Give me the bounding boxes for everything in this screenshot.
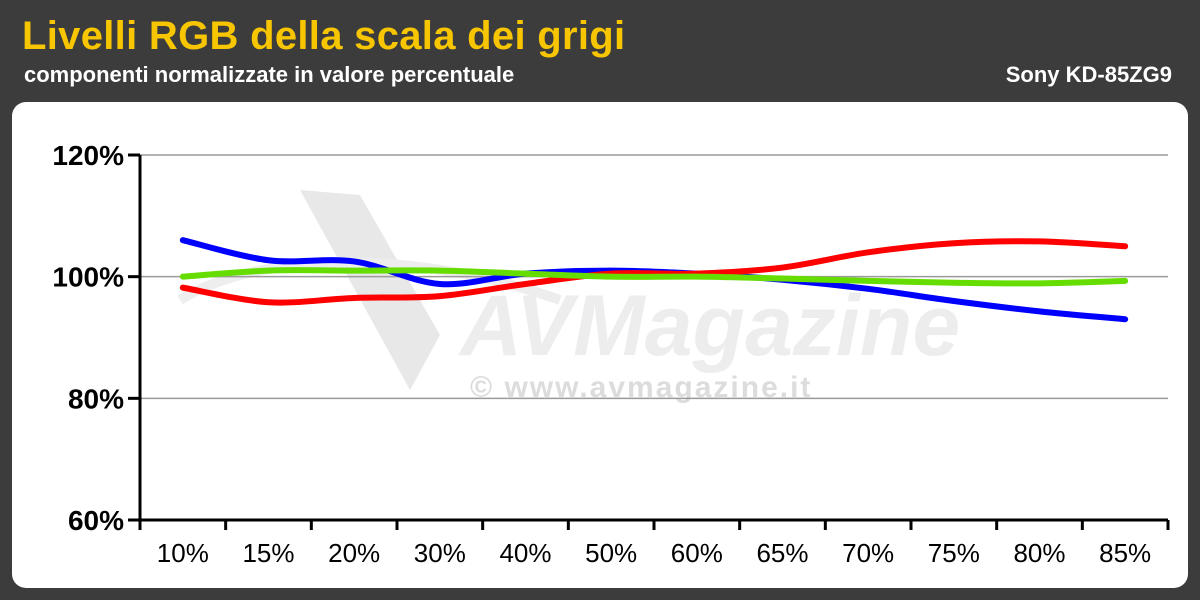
series-line-green [179, 267, 1129, 287]
chart-subtitle: componenti normalizzate in valore percen… [24, 62, 515, 87]
watermark: AVMagazine © www.avmagazine.it [177, 190, 960, 404]
x-tick-label: 40% [499, 538, 551, 568]
x-tick-label: 30% [414, 538, 466, 568]
watermark-logo-text: AVMagazine [458, 278, 960, 374]
chart-header: Livelli RGB della scala dei grigi compon… [0, 0, 1200, 102]
x-tick-label: 60% [671, 538, 723, 568]
chart-title: Livelli RGB della scala dei grigi [22, 14, 626, 58]
x-tick-label: 65% [756, 538, 808, 568]
y-tick-label: 120% [52, 140, 124, 171]
x-tick-label: 85% [1099, 538, 1151, 568]
device-model: Sony KD-85ZG9 [1005, 62, 1172, 87]
axes [128, 153, 1170, 530]
series-lines [179, 237, 1129, 323]
x-tick-label: 70% [842, 538, 894, 568]
x-tick-label: 75% [928, 538, 980, 568]
watermark-logo-shape [300, 190, 440, 390]
x-tick-label: 10% [157, 538, 209, 568]
x-tick-label: 50% [585, 538, 637, 568]
y-axis-labels: 60% 80% 100% 120% [52, 140, 124, 536]
y-tick-label: 100% [52, 262, 124, 293]
y-tick-label: 80% [68, 383, 124, 414]
x-tick-label: 15% [242, 538, 294, 568]
series-line-red [179, 238, 1129, 306]
y-tick-label: 60% [68, 505, 124, 536]
x-tick-label: 20% [328, 538, 380, 568]
x-tick-label: 80% [1013, 538, 1065, 568]
chart-panel [12, 102, 1188, 588]
x-axis-labels: 10% 15% 20% 30% 40% 50% 60% 65% 70% 75% 80% 85% [157, 538, 1151, 568]
